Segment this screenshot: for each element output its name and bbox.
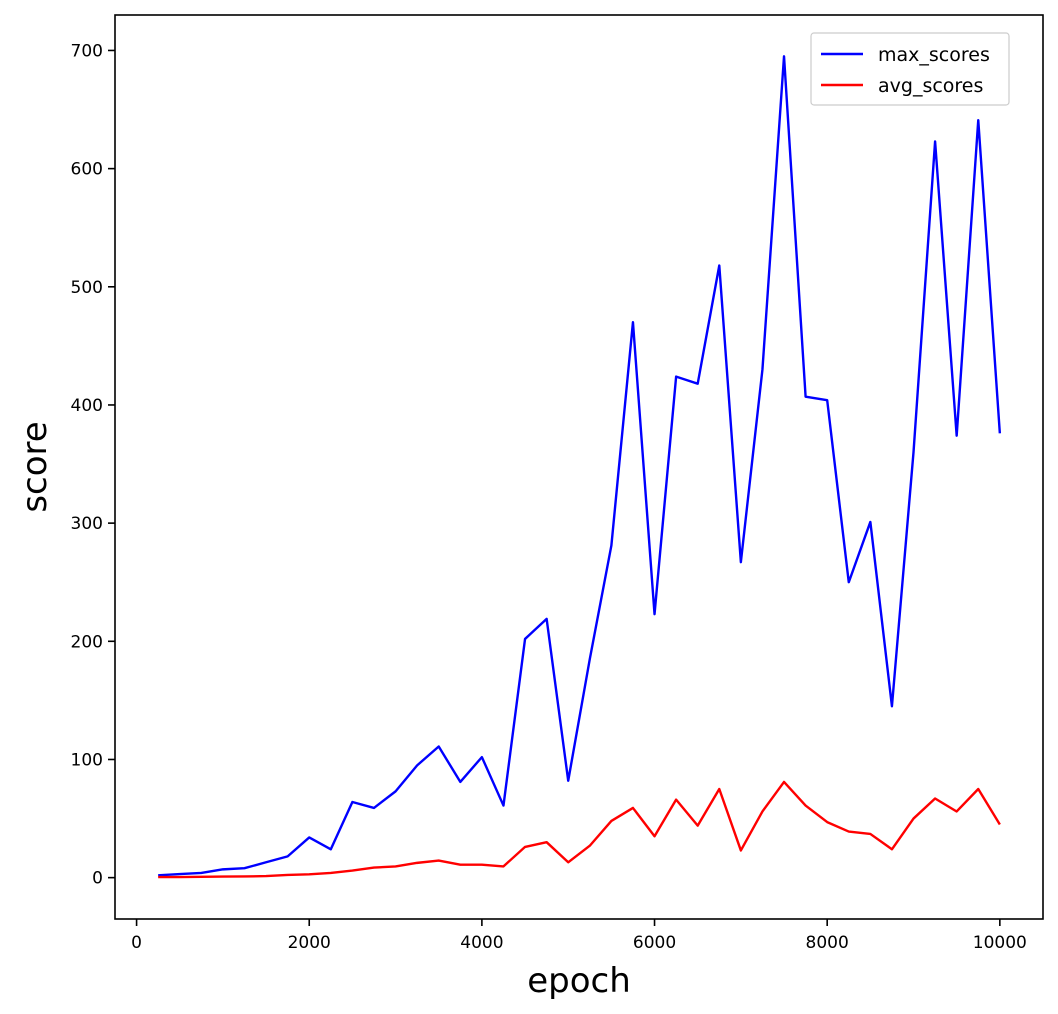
y-axis-ticks: 0 100 200 300 400 500 600 700: [71, 41, 115, 889]
y-tick-label: 600: [71, 160, 103, 180]
x-axis-label: epoch: [527, 961, 631, 1001]
x-tick-label: 2000: [288, 933, 331, 953]
plot-frame: [114, 14, 1044, 920]
x-tick-label: 6000: [633, 933, 676, 953]
plot-area: [115, 15, 1043, 919]
y-tick-label: 0: [92, 869, 103, 889]
x-tick-label: 0: [131, 933, 142, 953]
y-axis-label: score: [15, 421, 55, 512]
y-tick-label: 200: [71, 632, 103, 652]
y-tick-label: 500: [71, 278, 103, 298]
y-tick-label: 700: [71, 41, 103, 61]
series-line-avg-scores: [158, 780, 1001, 879]
y-tick-label: 400: [71, 396, 103, 416]
x-tick-label: 8000: [806, 933, 849, 953]
series-line-max-scores: [158, 55, 1002, 877]
legend: max_scores avg_scores: [810, 32, 1010, 106]
x-tick-label: 4000: [460, 933, 503, 953]
legend-label: max_scores: [878, 44, 990, 66]
y-tick-label: 300: [71, 514, 103, 534]
series-layer: [158, 55, 1002, 879]
x-tick-label: 10000: [973, 933, 1027, 953]
legend-box: [810, 32, 1010, 106]
x-axis-ticks: 0 2000 4000 6000 8000 10000: [131, 919, 1027, 953]
y-tick-label: 100: [71, 750, 103, 770]
legend-label: avg_scores: [878, 75, 983, 97]
